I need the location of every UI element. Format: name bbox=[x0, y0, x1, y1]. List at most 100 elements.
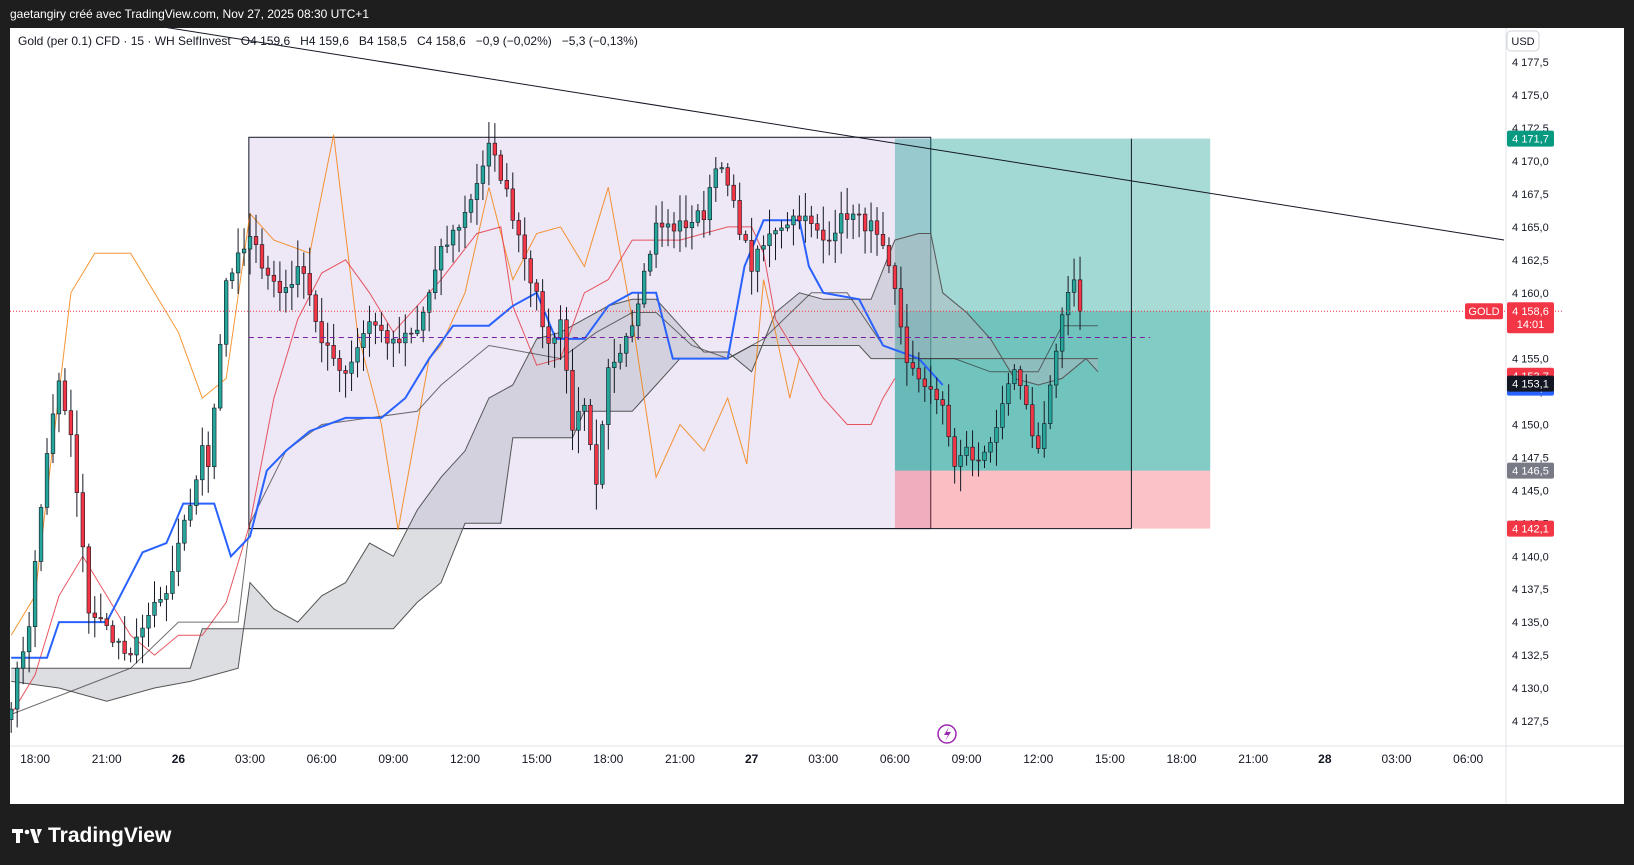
x-tick-label: 06:00 bbox=[880, 752, 910, 766]
candle bbox=[773, 227, 778, 261]
candle bbox=[761, 235, 766, 262]
candle-body bbox=[92, 612, 97, 618]
candle-body bbox=[56, 380, 62, 415]
target-zone-extension bbox=[1131, 138, 1211, 471]
candle-body bbox=[355, 347, 360, 363]
chart-frame[interactable]: USD 4 127,5 4 130,0 4 132,5 4 135,0 4 137,5 4 … bbox=[10, 28, 1624, 804]
x-tick-label: 21:00 bbox=[665, 752, 695, 766]
x-tick-label: 12:00 bbox=[450, 752, 480, 766]
candle-body bbox=[725, 167, 730, 186]
candle-body bbox=[170, 571, 175, 594]
candle bbox=[15, 661, 20, 728]
candle bbox=[994, 409, 999, 466]
candle bbox=[438, 238, 444, 296]
candle-body bbox=[385, 330, 390, 344]
candle bbox=[1036, 422, 1041, 454]
price-tags-layer: 4 171,74 153,74 152,84 153,14 146,54 142… bbox=[1465, 130, 1554, 537]
stop-price-tag-text: 4 142,1 bbox=[1512, 524, 1549, 536]
candle-body bbox=[994, 427, 999, 443]
candle-body bbox=[152, 601, 157, 616]
candle bbox=[606, 358, 611, 450]
candle-body bbox=[15, 667, 20, 710]
candle-body bbox=[391, 338, 396, 344]
candle bbox=[534, 279, 539, 311]
candle-body bbox=[1006, 383, 1011, 404]
candle-body bbox=[319, 321, 324, 344]
candle bbox=[427, 289, 432, 332]
candle-body bbox=[850, 213, 856, 220]
candle-body bbox=[815, 223, 820, 231]
candle-body bbox=[480, 165, 486, 184]
candle bbox=[379, 312, 384, 343]
y-tick-label: 4 135,0 bbox=[1512, 617, 1549, 629]
candle-body bbox=[713, 168, 718, 188]
candle bbox=[212, 403, 217, 480]
price-chart[interactable]: USD 4 127,5 4 130,0 4 132,5 4 135,0 4 137,5 4 … bbox=[10, 28, 1624, 804]
candle bbox=[671, 212, 677, 249]
entry-price-tag-box bbox=[1507, 462, 1554, 479]
candle-body bbox=[809, 215, 814, 225]
candles-layer bbox=[10, 122, 1083, 733]
candle bbox=[665, 209, 671, 247]
candle-body bbox=[1000, 403, 1005, 428]
candle-body bbox=[880, 234, 886, 246]
candle bbox=[845, 188, 850, 239]
candle-body bbox=[206, 445, 211, 467]
candle bbox=[158, 586, 163, 607]
candle bbox=[922, 367, 927, 402]
candle-body bbox=[432, 269, 438, 293]
candle bbox=[68, 389, 74, 457]
candle-body bbox=[1048, 384, 1053, 424]
legend-low: 4 158,5 bbox=[366, 34, 407, 48]
candle bbox=[552, 332, 557, 368]
candle-body bbox=[462, 212, 468, 228]
candle bbox=[612, 338, 617, 393]
legend-change: −0,9 (−0,02%) bbox=[475, 34, 552, 48]
candle bbox=[785, 212, 790, 232]
candle-body bbox=[373, 321, 378, 326]
candle bbox=[850, 204, 856, 240]
candle bbox=[976, 442, 981, 477]
candle-body bbox=[564, 319, 569, 371]
candle bbox=[206, 431, 211, 493]
candle bbox=[26, 612, 32, 673]
y-tick-label: 4 165,0 bbox=[1512, 222, 1549, 234]
candle bbox=[462, 195, 468, 248]
candle-body bbox=[528, 258, 533, 284]
y-tick-label: 4 175,0 bbox=[1512, 90, 1549, 102]
y-tick-label: 4 162,5 bbox=[1512, 255, 1549, 267]
candle-body bbox=[241, 248, 247, 254]
candle-body bbox=[767, 233, 772, 246]
candle bbox=[164, 585, 169, 622]
candle bbox=[146, 602, 151, 647]
candle bbox=[982, 445, 987, 469]
candle bbox=[116, 638, 121, 660]
candle-body bbox=[200, 445, 205, 481]
candle-body bbox=[1036, 435, 1041, 449]
crosshair-price-tag-text: 4 153,1 bbox=[1512, 379, 1549, 391]
top-bar: gaetangiry créé avec TradingView.com, No… bbox=[0, 0, 1634, 28]
stop-price-tag-box bbox=[1507, 520, 1554, 537]
x-tick-label: 03:00 bbox=[808, 752, 838, 766]
x-tick-label: 18:00 bbox=[1167, 752, 1197, 766]
senkou-span-a-line bbox=[11, 233, 1099, 702]
candle-body bbox=[665, 223, 671, 228]
candle bbox=[62, 368, 68, 416]
candle bbox=[749, 217, 754, 295]
candle bbox=[874, 207, 880, 256]
candle bbox=[594, 419, 599, 510]
legend-symbol[interactable]: Gold (per 0.1) CFD · 15 · WH SelfInvest bbox=[18, 34, 231, 48]
candle-body bbox=[630, 325, 635, 337]
candle bbox=[725, 163, 730, 197]
candle-body bbox=[791, 215, 796, 226]
legend-close: 4 158,6 bbox=[425, 34, 466, 48]
last-price-tag-text: 4 158,6 bbox=[1512, 306, 1549, 318]
candle-body bbox=[958, 455, 963, 467]
tradingview-logo[interactable]: TradingView bbox=[12, 824, 171, 848]
candle-body bbox=[265, 267, 271, 276]
candle bbox=[988, 436, 993, 463]
candle-body bbox=[1071, 279, 1077, 293]
candle bbox=[707, 174, 712, 236]
candle-body bbox=[259, 244, 265, 269]
candle bbox=[224, 277, 229, 357]
